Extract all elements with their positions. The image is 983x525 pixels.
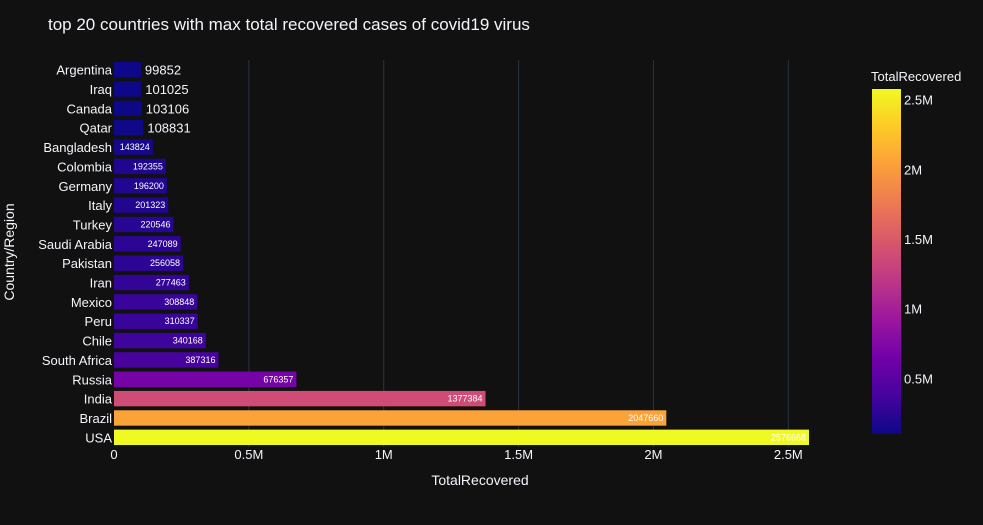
data-labels: 99852 101025 103106 108831 143824 192355 19620… — [120, 63, 806, 443]
data-label-germany: 196200 — [134, 181, 164, 191]
bar-bangladesh — [114, 139, 153, 155]
colorbar-tick-2: 1.5M — [904, 232, 933, 247]
x-axis-ticks: 0 0.5M 1M 1.5M 2M 2.5M — [110, 447, 802, 462]
data-label-india: 1377384 — [447, 394, 482, 404]
bar-germany — [114, 178, 167, 194]
data-label-peru: 310337 — [165, 316, 195, 326]
bar-mexico — [114, 294, 198, 310]
colorbar-tick-1: 1M — [904, 302, 922, 317]
bar-iraq — [114, 81, 142, 97]
bar-usa — [114, 429, 809, 446]
data-label-iraq: 101025 — [145, 82, 188, 97]
colorbar: TotalRecovered 0.5M 1M 1.5M 2M 2.5M — [871, 69, 961, 434]
bar-saudi-arabia — [114, 236, 181, 252]
chart-title: top 20 countries with max total recovere… — [48, 15, 530, 34]
y-tick-germany: Germany — [59, 179, 113, 194]
data-label-saudi-arabia: 247089 — [148, 239, 178, 249]
bar-argentina — [114, 61, 141, 78]
y-tick-italy: Italy — [88, 198, 112, 213]
data-label-mexico: 308848 — [164, 297, 194, 307]
y-tick-russia: Russia — [72, 372, 113, 387]
bar-turkey — [114, 216, 174, 233]
x-tick-3: 1.5M — [504, 447, 533, 462]
y-tick-turkey: Turkey — [73, 217, 113, 232]
colorbar-title: TotalRecovered — [871, 69, 961, 84]
colorbar-tick-3: 2M — [904, 162, 922, 177]
y-tick-pakistan: Pakistan — [62, 256, 112, 271]
bar-brazil — [114, 410, 667, 426]
colorbar-tick-0: 0.5M — [904, 371, 933, 386]
y-tick-usa: USA — [85, 430, 112, 445]
bar-canada — [114, 100, 142, 117]
y-tick-saudi-arabia: Saudi Arabia — [38, 237, 112, 252]
data-label-chile: 340168 — [173, 336, 203, 346]
x-tick-5: 2.5M — [774, 447, 803, 462]
y-axis-ticks: Argentina Iraq Canada Qatar Bangladesh Colomb… — [38, 63, 112, 446]
x-axis-title: TotalRecovered — [431, 472, 528, 488]
y-tick-india: India — [84, 392, 113, 407]
y-tick-iraq: Iraq — [90, 82, 112, 97]
y-tick-canada: Canada — [66, 101, 112, 116]
bar-chile — [114, 332, 206, 349]
y-tick-argentina: Argentina — [56, 63, 112, 78]
gridlines — [248, 60, 789, 447]
x-tick-4: 2M — [644, 447, 662, 462]
y-tick-mexico: Mexico — [71, 295, 112, 310]
bar-iran — [114, 274, 189, 291]
x-tick-0: 0 — [110, 447, 117, 462]
x-tick-1: 0.5M — [234, 447, 263, 462]
data-label-argentina: 99852 — [145, 63, 181, 78]
y-tick-qatar: Qatar — [79, 121, 112, 136]
colorbar-tick-4: 2.5M — [904, 93, 933, 108]
data-label-iran: 277463 — [156, 278, 186, 288]
data-label-turkey: 220546 — [140, 219, 170, 229]
bar-peru — [114, 313, 198, 329]
data-label-south-africa: 387316 — [185, 355, 215, 365]
data-label-usa: 2576668 — [771, 432, 806, 442]
y-axis-title: Country/Region — [1, 203, 17, 300]
data-label-pakistan: 256058 — [150, 258, 180, 268]
data-label-brazil: 2047660 — [628, 413, 663, 423]
data-label-bangladesh: 143824 — [120, 142, 150, 152]
bar-south-africa — [114, 352, 219, 368]
data-label-qatar: 108831 — [147, 121, 190, 136]
y-tick-iran: Iran — [90, 276, 112, 291]
bar-india — [114, 390, 486, 407]
y-tick-chile: Chile — [82, 334, 112, 349]
data-label-canada: 103106 — [146, 101, 189, 116]
y-tick-brazil: Brazil — [79, 411, 112, 426]
y-tick-bangladesh: Bangladesh — [43, 140, 112, 155]
bar-qatar — [114, 120, 144, 136]
x-tick-2: 1M — [375, 447, 393, 462]
bar-russia — [114, 371, 297, 387]
data-label-italy: 201323 — [135, 200, 165, 210]
data-label-russia: 676357 — [263, 374, 293, 384]
bar-pakistan — [114, 255, 184, 271]
bar-colombia — [114, 158, 166, 175]
bar-italy — [114, 197, 169, 213]
colorbar-gradient — [872, 89, 901, 434]
y-tick-peru: Peru — [85, 314, 112, 329]
y-tick-colombia: Colombia — [57, 159, 113, 174]
colorbar-ticks: 0.5M 1M 1.5M 2M 2.5M — [904, 93, 933, 387]
y-tick-south-africa: South Africa — [42, 353, 113, 368]
bars — [114, 61, 809, 446]
data-label-colombia: 192355 — [133, 161, 163, 171]
